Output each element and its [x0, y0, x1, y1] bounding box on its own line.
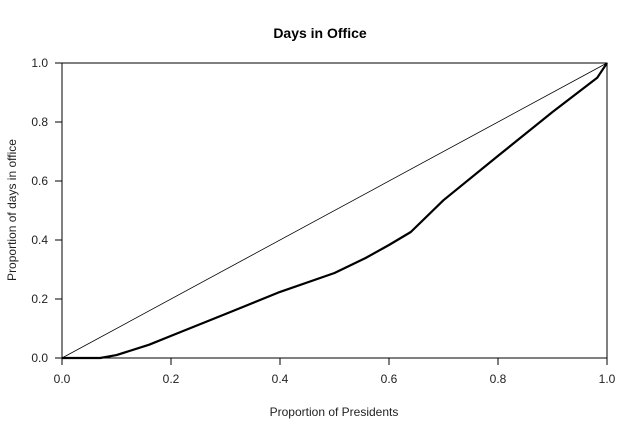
x-tick-label: 1.0: [599, 372, 616, 386]
x-tick-label: 0.8: [490, 372, 507, 386]
y-tick-label: 0.0: [31, 351, 48, 365]
x-tick-label: 0.2: [163, 372, 180, 386]
y-tick-label: 0.8: [31, 115, 48, 129]
plot-frame: [61, 62, 608, 359]
x-tick-label: 0.0: [54, 372, 71, 386]
x-axis: 0.0 0.2 0.4 0.6 0.8 1.0: [54, 358, 616, 386]
y-tick-label: 0.4: [31, 233, 48, 247]
plot-area: [61, 62, 608, 360]
y-tick-label: 0.2: [31, 292, 48, 306]
y-axis-label: Proportion of days in office: [5, 139, 19, 281]
x-tick-label: 0.6: [381, 372, 398, 386]
chart-title: Days in Office: [273, 25, 367, 41]
y-tick-label: 1.0: [31, 56, 48, 70]
y-axis: 0.0 0.2 0.4 0.6 0.8 1.0: [31, 56, 62, 365]
equality-line: [61, 62, 608, 359]
y-tick-label: 0.6: [31, 174, 48, 188]
x-axis-label: Proportion of Presidents: [270, 405, 399, 419]
x-tick-label: 0.4: [272, 372, 289, 386]
lorenz-curve-line: [62, 62, 608, 360]
